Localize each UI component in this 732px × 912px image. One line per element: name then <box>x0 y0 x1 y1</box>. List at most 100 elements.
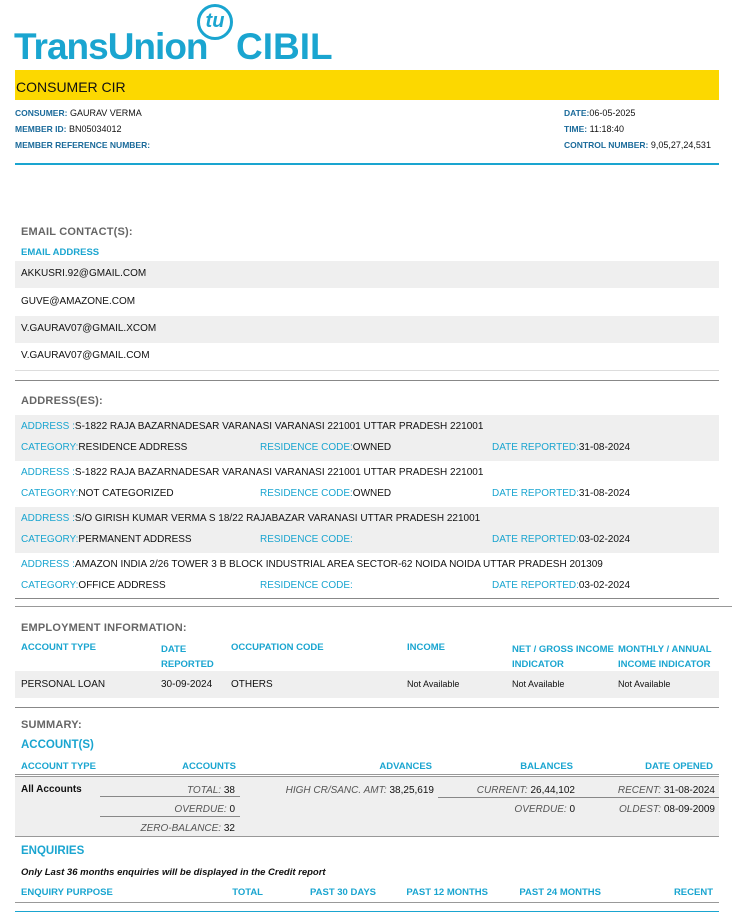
address-line: ADDRESS :S/O GIRISH KUMAR VERMA S 18/22 … <box>21 513 480 524</box>
date-reported-label: DATE REPORTED: <box>492 580 579 591</box>
control-label: CONTROL NUMBER: <box>564 140 649 150</box>
employment-divider <box>15 707 719 708</box>
current-label: CURRENT: <box>476 785 528 796</box>
employment-net-gross: Not Available <box>512 679 565 689</box>
residence-label: RESIDENCE CODE: <box>260 534 353 545</box>
summary-header-advances: ADVANCES <box>379 761 432 772</box>
total-label: TOTAL: <box>187 785 222 796</box>
date-reported-value: 31-08-2024 <box>578 442 631 453</box>
email-row: GUVE@AMAZONE.COM <box>15 288 719 316</box>
summary-header-date-opened: DATE OPENED <box>645 761 713 772</box>
category: CATEGORY:RESIDENCE ADDRESS <box>21 442 187 453</box>
recent-date: RECENT: 31-08-2024 <box>618 785 715 796</box>
address-block: ADDRESS :S/O GIRISH KUMAR VERMA S 18/22 … <box>15 507 719 553</box>
date-reported-value: 03-02-2024 <box>578 580 631 591</box>
residence-code: RESIDENCE CODE: <box>260 534 353 545</box>
address-divider <box>15 598 719 599</box>
current-balance: CURRENT: 26,44,102 <box>477 785 575 796</box>
consumer-label: CONSUMER: <box>15 108 68 118</box>
enquiry-header-total: TOTAL <box>232 887 263 898</box>
residence-value: OWNED <box>352 442 392 453</box>
employment-header-date: DATE REPORTED <box>161 642 214 672</box>
date-reported: DATE REPORTED:31-08-2024 <box>492 442 630 453</box>
consumer-name: GAURAV VERMA <box>69 108 142 118</box>
oldest-value: 08-09-2009 <box>663 804 715 815</box>
employment-header-monthly-annual: MONTHLY / ANNUAL INCOME INDICATOR <box>618 642 712 672</box>
employment-income: Not Available <box>407 679 460 689</box>
address-block: ADDRESS :AMAZON INDIA 2/26 TOWER 3 B BLO… <box>15 553 719 599</box>
summary-header-divider <box>15 774 719 777</box>
balance-overdue-value: 0 <box>569 804 575 815</box>
member-ref-label: MEMBER REFERENCE NUMBER: <box>15 140 151 150</box>
address-line: ADDRESS :S-1822 RAJA BAZARNADESAR VARANA… <box>21 467 483 478</box>
control-value: 9,05,27,24,531 <box>650 140 711 150</box>
residence-code: RESIDENCE CODE: <box>260 580 353 591</box>
header-date-line2: REPORTED <box>161 659 214 670</box>
consumer-info: CONSUMER: GAURAV VERMA <box>15 108 142 118</box>
address-value: S-1822 RAJA BAZARNADESAR VARANASI VARANA… <box>74 421 484 432</box>
employment-monthly-annual: Not Available <box>618 679 671 689</box>
email-row: V.GAURAV07@GMAIL.COM <box>15 343 719 371</box>
email-section-title: EMAIL CONTACT(S): <box>21 226 133 238</box>
overdue-value: 0 <box>229 804 235 815</box>
oldest-date: OLDEST: 08-09-2009 <box>619 804 715 815</box>
email-row: AKKUSRI.92@GMAIL.COM <box>15 261 719 288</box>
enquiry-header-past-24: PAST 24 MONTHS <box>519 887 601 898</box>
address-value: S/O GIRISH KUMAR VERMA S 18/22 RAJABAZAR… <box>74 513 481 524</box>
high-credit: HIGH CR/SANC. AMT: 38,25,619 <box>286 785 434 796</box>
header-net-line1: NET / GROSS INCOME <box>512 644 614 655</box>
oldest-label: OLDEST: <box>619 804 662 815</box>
zero-balance-value: 32 <box>223 823 235 834</box>
address-block: ADDRESS :S-1822 RAJA BAZARNADESAR VARANA… <box>15 461 719 507</box>
time-value: 11:18:40 <box>589 124 625 134</box>
date-reported: DATE REPORTED:31-08-2024 <box>492 488 630 499</box>
employment-header-occupation: OCCUPATION CODE <box>231 642 324 653</box>
member-id-label: MEMBER ID: <box>15 124 67 134</box>
enquiry-header-purpose: ENQUIRY PURPOSE <box>21 887 113 898</box>
email-value: V.GAURAV07@GMAIL.COM <box>21 350 150 361</box>
address-line: ADDRESS :AMAZON INDIA 2/26 TOWER 3 B BLO… <box>21 559 603 570</box>
report-date: DATE:06-05-2025 <box>564 108 635 118</box>
logo-tu-mark: tu <box>197 4 233 40</box>
summary-row-all-accounts: All Accounts TOTAL: 38 OVERDUE: 0 ZERO-B… <box>15 777 719 837</box>
category-value: PERMANENT ADDRESS <box>78 534 192 545</box>
date-reported: DATE REPORTED:03-02-2024 <box>492 580 630 591</box>
email-divider <box>15 380 719 381</box>
category-value: OFFICE ADDRESS <box>78 580 166 591</box>
residence-code: RESIDENCE CODE:OWNED <box>260 488 391 499</box>
all-accounts-label: All Accounts <box>21 784 82 795</box>
control-number: CONTROL NUMBER: 9,05,27,24,531 <box>564 140 711 150</box>
category: CATEGORY:PERMANENT ADDRESS <box>21 534 192 545</box>
email-column-header: EMAIL ADDRESS <box>21 247 100 258</box>
address-value: S-1822 RAJA BAZARNADESAR VARANASI VARANA… <box>74 467 484 478</box>
residence-label: RESIDENCE CODE: <box>260 488 353 499</box>
date-label: DATE: <box>564 108 590 118</box>
employment-header-net-gross: NET / GROSS INCOME INDICATOR <box>512 642 614 672</box>
date-reported-label: DATE REPORTED: <box>492 442 579 453</box>
enquiry-header-past-12: PAST 12 MONTHS <box>406 887 488 898</box>
enquiry-header-past-30: PAST 30 DAYS <box>310 887 376 898</box>
category-value: NOT CATEGORIZED <box>78 488 174 499</box>
category: CATEGORY:NOT CATEGORIZED <box>21 488 174 499</box>
email-row: V.GAURAV07@GMAIL.XCOM <box>15 316 719 343</box>
enquiry-header-recent: RECENT <box>673 887 713 898</box>
logo-product: CIBIL <box>236 26 333 67</box>
category-value: RESIDENCE ADDRESS <box>78 442 188 453</box>
header-ma-line1: MONTHLY / ANNUAL <box>618 644 712 655</box>
overdue-accounts: OVERDUE: 0 <box>100 797 240 817</box>
employment-header-income: INCOME <box>407 642 445 653</box>
date-value: 06-05-2025 <box>589 108 636 118</box>
address-section-title: ADDRESS(ES): <box>21 395 103 407</box>
address-label: ADDRESS : <box>21 559 75 570</box>
header-net-line2: INDICATOR <box>512 659 564 670</box>
zero-balance-label: ZERO-BALANCE: <box>140 823 222 834</box>
summary-header-accounts: ACCOUNTS <box>182 761 236 772</box>
report-time: TIME: 11:18:40 <box>564 124 624 134</box>
recent-label: RECENT: <box>617 785 662 796</box>
residence-code: RESIDENCE CODE:OWNED <box>260 442 391 453</box>
employment-occupation: OTHERS <box>231 679 273 690</box>
high-credit-value: 38,25,619 <box>389 785 435 796</box>
accounts-title: ACCOUNT(S) <box>21 739 94 751</box>
employment-account-type: PERSONAL LOAN <box>21 679 106 690</box>
time-label: TIME: <box>564 124 588 134</box>
